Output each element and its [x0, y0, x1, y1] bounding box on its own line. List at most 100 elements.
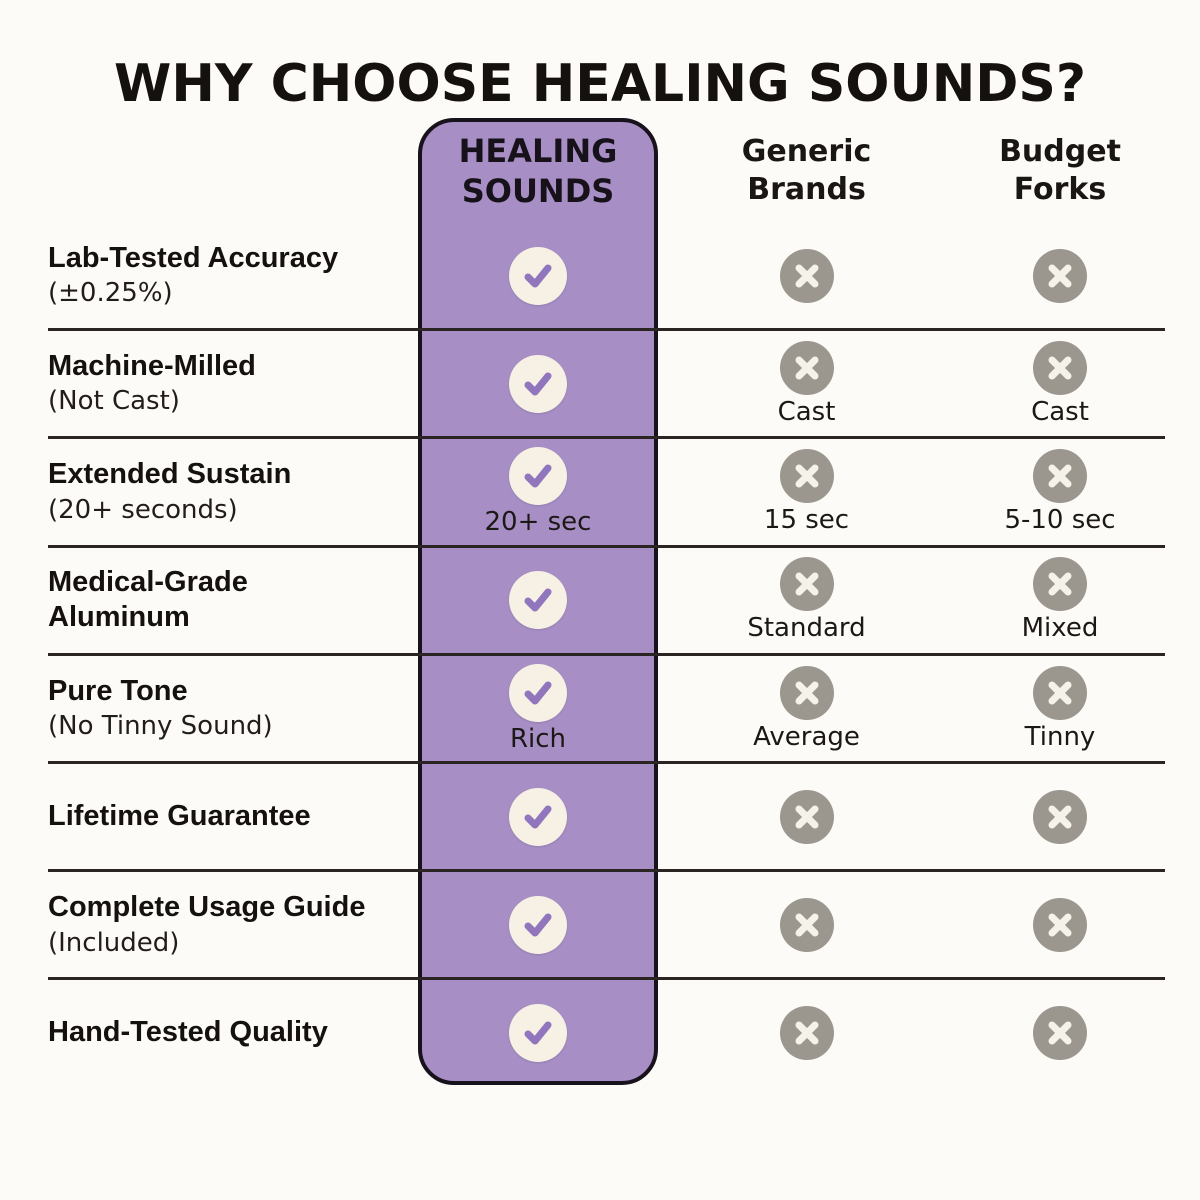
feature-detail: (±0.25%)	[48, 278, 173, 309]
cross-icon	[1033, 665, 1087, 720]
table-row: Extended Sustain (20+ seconds) 20+ sec 15 s…	[48, 439, 1165, 548]
check-icon	[509, 895, 567, 954]
cross-icon	[1033, 248, 1087, 303]
feature-detail: (20+ seconds)	[48, 494, 238, 525]
feature-name: Lab-Tested Accuracy	[48, 241, 339, 274]
column-header-line: Brands	[747, 171, 866, 207]
feature-label-cell: Pure Tone (No Tinny Sound)	[48, 674, 418, 743]
cross-icon	[1033, 897, 1087, 952]
feature-label-cell: Machine-Milled (Not Cast)	[48, 349, 418, 418]
cross-icon	[1033, 557, 1087, 612]
cross-icon	[1033, 340, 1087, 395]
check-icon	[509, 1003, 567, 1062]
cell-healing	[418, 563, 658, 637]
feature-name: Lifetime Guarantee	[48, 800, 311, 832]
feature-name: Pure Tone	[48, 674, 188, 707]
cell-note: Rich	[509, 723, 567, 754]
table-row: Pure Tone (No Tinny Sound) Rich Average Tinn…	[48, 656, 1165, 765]
cell-generic	[658, 998, 955, 1068]
column-header-generic-brands: Generic Brands	[658, 133, 955, 208]
cell-note: Cast	[1031, 396, 1089, 427]
feature-detail: (Included)	[48, 927, 180, 958]
feature-name: Hand-Tested Quality	[48, 1016, 328, 1048]
check-icon	[509, 663, 567, 722]
table-row: Medical-Grade Aluminum Standard Mixed	[48, 548, 1165, 656]
cell-note: Average	[753, 721, 860, 752]
feature-name: Complete Usage Guide	[48, 891, 366, 924]
feature-name: Extended Sustain	[48, 458, 292, 491]
column-header-line: Budget	[999, 134, 1121, 169]
feature-label-cell: Extended Sustain (20+ seconds)	[48, 457, 418, 526]
cell-generic: Standard	[658, 549, 955, 651]
cell-generic: Average	[658, 658, 955, 760]
cell-note: Standard	[747, 613, 866, 644]
column-header-line: Generic	[741, 134, 872, 169]
table-row: Lab-Tested Accuracy (±0.25%)	[48, 223, 1165, 331]
table-header-row: HEALING SOUNDS Generic Brands Budget For…	[48, 118, 1165, 223]
check-icon	[509, 447, 567, 505]
cross-icon	[779, 340, 834, 395]
feature-label-cell: Medical-Grade Aluminum	[48, 565, 418, 636]
comparison-rows: Lab-Tested Accuracy (±0.25%) Machine-Mille…	[48, 223, 1165, 1085]
check-icon	[509, 571, 567, 630]
check-icon	[509, 787, 567, 846]
cell-budget: Mixed	[955, 549, 1165, 651]
table-row: Machine-Milled (Not Cast) Cast Cast	[48, 331, 1165, 439]
cell-note: 15 sec	[763, 505, 850, 535]
table-row: Complete Usage Guide (Included)	[48, 872, 1165, 981]
cell-healing	[418, 347, 658, 421]
cross-icon	[1033, 1005, 1087, 1060]
check-icon	[509, 354, 567, 413]
cell-healing	[418, 888, 658, 962]
cell-healing	[418, 780, 658, 854]
cell-budget	[955, 241, 1165, 311]
column-header-healing-sounds: HEALING SOUNDS	[418, 131, 658, 211]
cross-icon	[779, 897, 834, 952]
cell-budget: Tinny	[955, 658, 1165, 760]
page-title: WHY CHOOSE HEALING SOUNDS?	[113, 54, 1087, 114]
cell-healing: Rich	[418, 656, 658, 762]
cell-generic	[658, 782, 955, 852]
cell-budget: 5-10 sec	[955, 441, 1165, 543]
column-header-budget-forks: Budget Forks	[955, 133, 1165, 208]
comparison-table: HEALING SOUNDS Generic Brands Budget For…	[48, 118, 1165, 1086]
feature-label-cell: Lab-Tested Accuracy (±0.25%)	[48, 241, 418, 310]
cell-generic: 15 sec	[658, 441, 955, 543]
cell-healing	[418, 239, 658, 313]
feature-detail: (No Tinny Sound)	[48, 711, 273, 742]
cell-budget	[955, 998, 1165, 1068]
feature-label-cell: Complete Usage Guide (Included)	[48, 890, 418, 959]
column-header-line: SOUNDS	[461, 171, 615, 210]
feature-detail: (Not Cast)	[48, 386, 180, 417]
cross-icon	[779, 449, 834, 503]
cell-note: 5-10 sec	[1004, 505, 1116, 535]
cell-generic	[658, 241, 955, 311]
cross-icon	[1033, 449, 1087, 503]
feature-name: Machine-Milled	[48, 349, 256, 382]
cell-note: Cast	[777, 396, 836, 427]
cell-generic: Cast	[658, 333, 955, 435]
column-header-line: Forks	[1013, 171, 1107, 207]
table-row: Lifetime Guarantee	[48, 764, 1165, 873]
cell-budget: Cast	[955, 333, 1165, 435]
cell-note: Mixed	[1021, 613, 1099, 644]
table-row: Hand-Tested Quality	[48, 980, 1165, 1085]
column-header-line: HEALING	[458, 131, 618, 170]
cross-icon	[779, 248, 834, 303]
cell-healing	[418, 996, 658, 1070]
cell-budget	[955, 782, 1165, 852]
cross-icon	[779, 557, 834, 612]
cell-budget	[955, 890, 1165, 960]
cell-note: 20+ sec	[484, 507, 592, 537]
cross-icon	[779, 789, 834, 844]
cross-icon	[1033, 789, 1087, 844]
feature-label-cell: Hand-Tested Quality	[48, 1015, 418, 1050]
cell-generic	[658, 890, 955, 960]
cross-icon	[779, 665, 834, 720]
feature-label-cell: Lifetime Guarantee	[48, 799, 418, 834]
cell-healing: 20+ sec	[418, 439, 658, 545]
feature-name: Medical-Grade Aluminum	[48, 565, 248, 634]
cross-icon	[779, 1005, 834, 1060]
check-icon	[509, 246, 567, 305]
